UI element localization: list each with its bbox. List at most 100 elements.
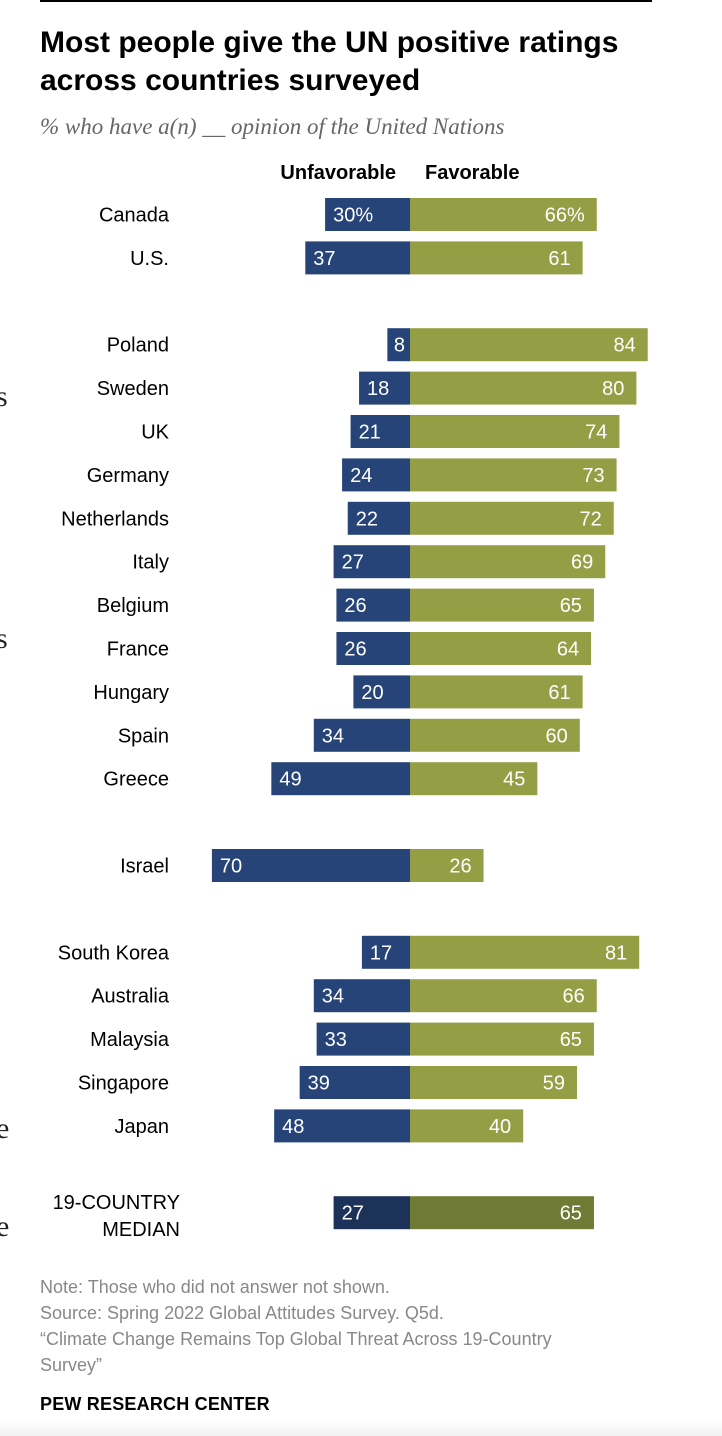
favorable-bar xyxy=(410,762,538,796)
unfavorable-value-label: 20 xyxy=(361,682,383,704)
country-label: Spain xyxy=(118,725,169,747)
favorable-value-label: 66% xyxy=(545,205,585,227)
chart-subtitle: % who have a(n) __ opinion of the United… xyxy=(40,114,505,139)
favorable-bar xyxy=(410,241,583,275)
footnote-source: Source: Spring 2022 Global Attitudes Sur… xyxy=(40,1303,444,1323)
unfavorable-bar xyxy=(342,458,410,492)
unfavorable-bar xyxy=(211,849,410,882)
favorable-value-label: 81 xyxy=(605,942,627,964)
unfavorable-bar xyxy=(274,1109,410,1143)
favorable-value-label: 80 xyxy=(602,378,624,400)
unfavorable-value-label: 22 xyxy=(356,508,378,530)
footnote-note: Note: Those who did not answer not shown… xyxy=(40,1277,390,1297)
favorable-bar xyxy=(410,1109,524,1143)
unfavorable-value-label: 37 xyxy=(313,248,335,270)
favorable-value-label: 69 xyxy=(571,552,593,574)
favorable-value-label: 72 xyxy=(580,508,602,530)
country-label: Germany xyxy=(87,465,169,487)
unfavorable-value-label: 70 xyxy=(220,856,242,878)
favorable-value-label: 84 xyxy=(613,335,635,357)
cropped-edge-text: e xyxy=(0,1210,10,1243)
favorable-value-label: 65 xyxy=(560,1203,582,1225)
favorable-bar xyxy=(410,675,583,709)
favorable-value-label: 65 xyxy=(560,595,582,617)
cropped-edge-text: e xyxy=(0,1112,10,1145)
cropped-edge-text: s xyxy=(0,622,8,655)
favorable-bar xyxy=(410,501,614,535)
unfavorable-value-label: 39 xyxy=(308,1073,330,1095)
favorable-value-label: 61 xyxy=(548,682,570,704)
favorable-value-label: 65 xyxy=(560,1029,582,1051)
favorable-value-label: 66 xyxy=(563,986,585,1008)
unfavorable-value-label: 34 xyxy=(322,986,344,1008)
country-label: UK xyxy=(141,422,169,444)
unfavorable-bar xyxy=(333,545,410,579)
country-label: Italy xyxy=(132,552,169,574)
country-label: Greece xyxy=(103,769,169,791)
country-label: Netherlands xyxy=(61,508,169,530)
favorable-bar xyxy=(410,1196,594,1230)
unfavorable-bar xyxy=(350,415,410,448)
unfavorable-bar xyxy=(347,501,410,535)
country-label: Hungary xyxy=(93,682,169,704)
favorable-bar xyxy=(410,371,637,405)
favorable-bar xyxy=(410,632,592,665)
country-label: Poland xyxy=(107,335,169,357)
unfavorable-bar xyxy=(361,935,410,969)
country-label: U.S. xyxy=(130,248,169,270)
footnote-report-title: “Climate Change Remains Top Global Threa… xyxy=(40,1329,552,1349)
country-label: Sweden xyxy=(97,378,169,400)
unfavorable-value-label: 27 xyxy=(342,1203,364,1225)
median-label: MEDIAN xyxy=(102,1219,180,1241)
favorable-bar xyxy=(410,588,594,622)
favorable-value-label: 45 xyxy=(503,769,525,791)
country-label: South Korea xyxy=(58,942,170,964)
favorable-value-label: 74 xyxy=(585,422,607,444)
favorable-value-label: 26 xyxy=(449,856,471,878)
country-label: Japan xyxy=(115,1116,170,1138)
favorable-value-label: 60 xyxy=(546,725,568,747)
favorable-bar xyxy=(410,545,606,579)
favorable-bar xyxy=(410,458,617,492)
median-label: 19-COUNTRY xyxy=(53,1192,180,1214)
unfavorable-value-label: 30% xyxy=(333,205,373,227)
country-label: Israel xyxy=(120,856,169,878)
country-label: Canada xyxy=(99,205,170,227)
unfavorable-bar xyxy=(336,588,410,622)
top-rule xyxy=(40,0,652,2)
favorable-header: Favorable xyxy=(425,162,520,184)
favorable-value-label: 73 xyxy=(582,465,604,487)
country-label: Singapore xyxy=(78,1073,169,1095)
unfavorable-bar xyxy=(305,241,410,275)
favorable-value-label: 40 xyxy=(489,1116,511,1138)
unfavorable-header: Unfavorable xyxy=(280,162,396,184)
unfavorable-bar xyxy=(359,371,410,405)
favorable-bar xyxy=(410,198,597,231)
unfavorable-value-label: 26 xyxy=(344,639,366,661)
country-label: Malaysia xyxy=(90,1029,170,1051)
unfavorable-bar xyxy=(333,1196,410,1230)
unfavorable-bar xyxy=(313,718,410,752)
chart-title: Most people give the UN positive ratings… xyxy=(40,26,619,97)
pew-research-center-logo: PEW RESEARCH CENTER xyxy=(40,1394,270,1414)
diverging-bar-chart: 30% 66% Canada 37 61 U.S. 8 84 Poland 18 80 Sweden 2… xyxy=(53,198,648,1241)
unfavorable-bar xyxy=(271,762,410,796)
favorable-bar xyxy=(410,718,580,752)
unfavorable-value-label: 48 xyxy=(282,1116,304,1138)
favorable-bar xyxy=(410,328,648,362)
unfavorable-value-label: 17 xyxy=(370,942,392,964)
unfavorable-value-label: 33 xyxy=(325,1029,347,1051)
unfavorable-value-label: 27 xyxy=(342,552,364,574)
unfavorable-value-label: 18 xyxy=(367,378,389,400)
unfavorable-value-label: 24 xyxy=(350,465,372,487)
favorable-bar xyxy=(410,849,484,882)
unfavorable-value-label: 34 xyxy=(322,725,344,747)
unfavorable-bar xyxy=(316,1022,410,1056)
favorable-bar xyxy=(410,979,597,1013)
unfavorable-bar xyxy=(353,675,410,709)
unfavorable-value-label: 8 xyxy=(394,335,405,357)
country-label: France xyxy=(107,639,169,661)
unfavorable-bar xyxy=(313,979,410,1013)
unfavorable-value-label: 26 xyxy=(344,595,366,617)
favorable-value-label: 59 xyxy=(543,1073,565,1095)
